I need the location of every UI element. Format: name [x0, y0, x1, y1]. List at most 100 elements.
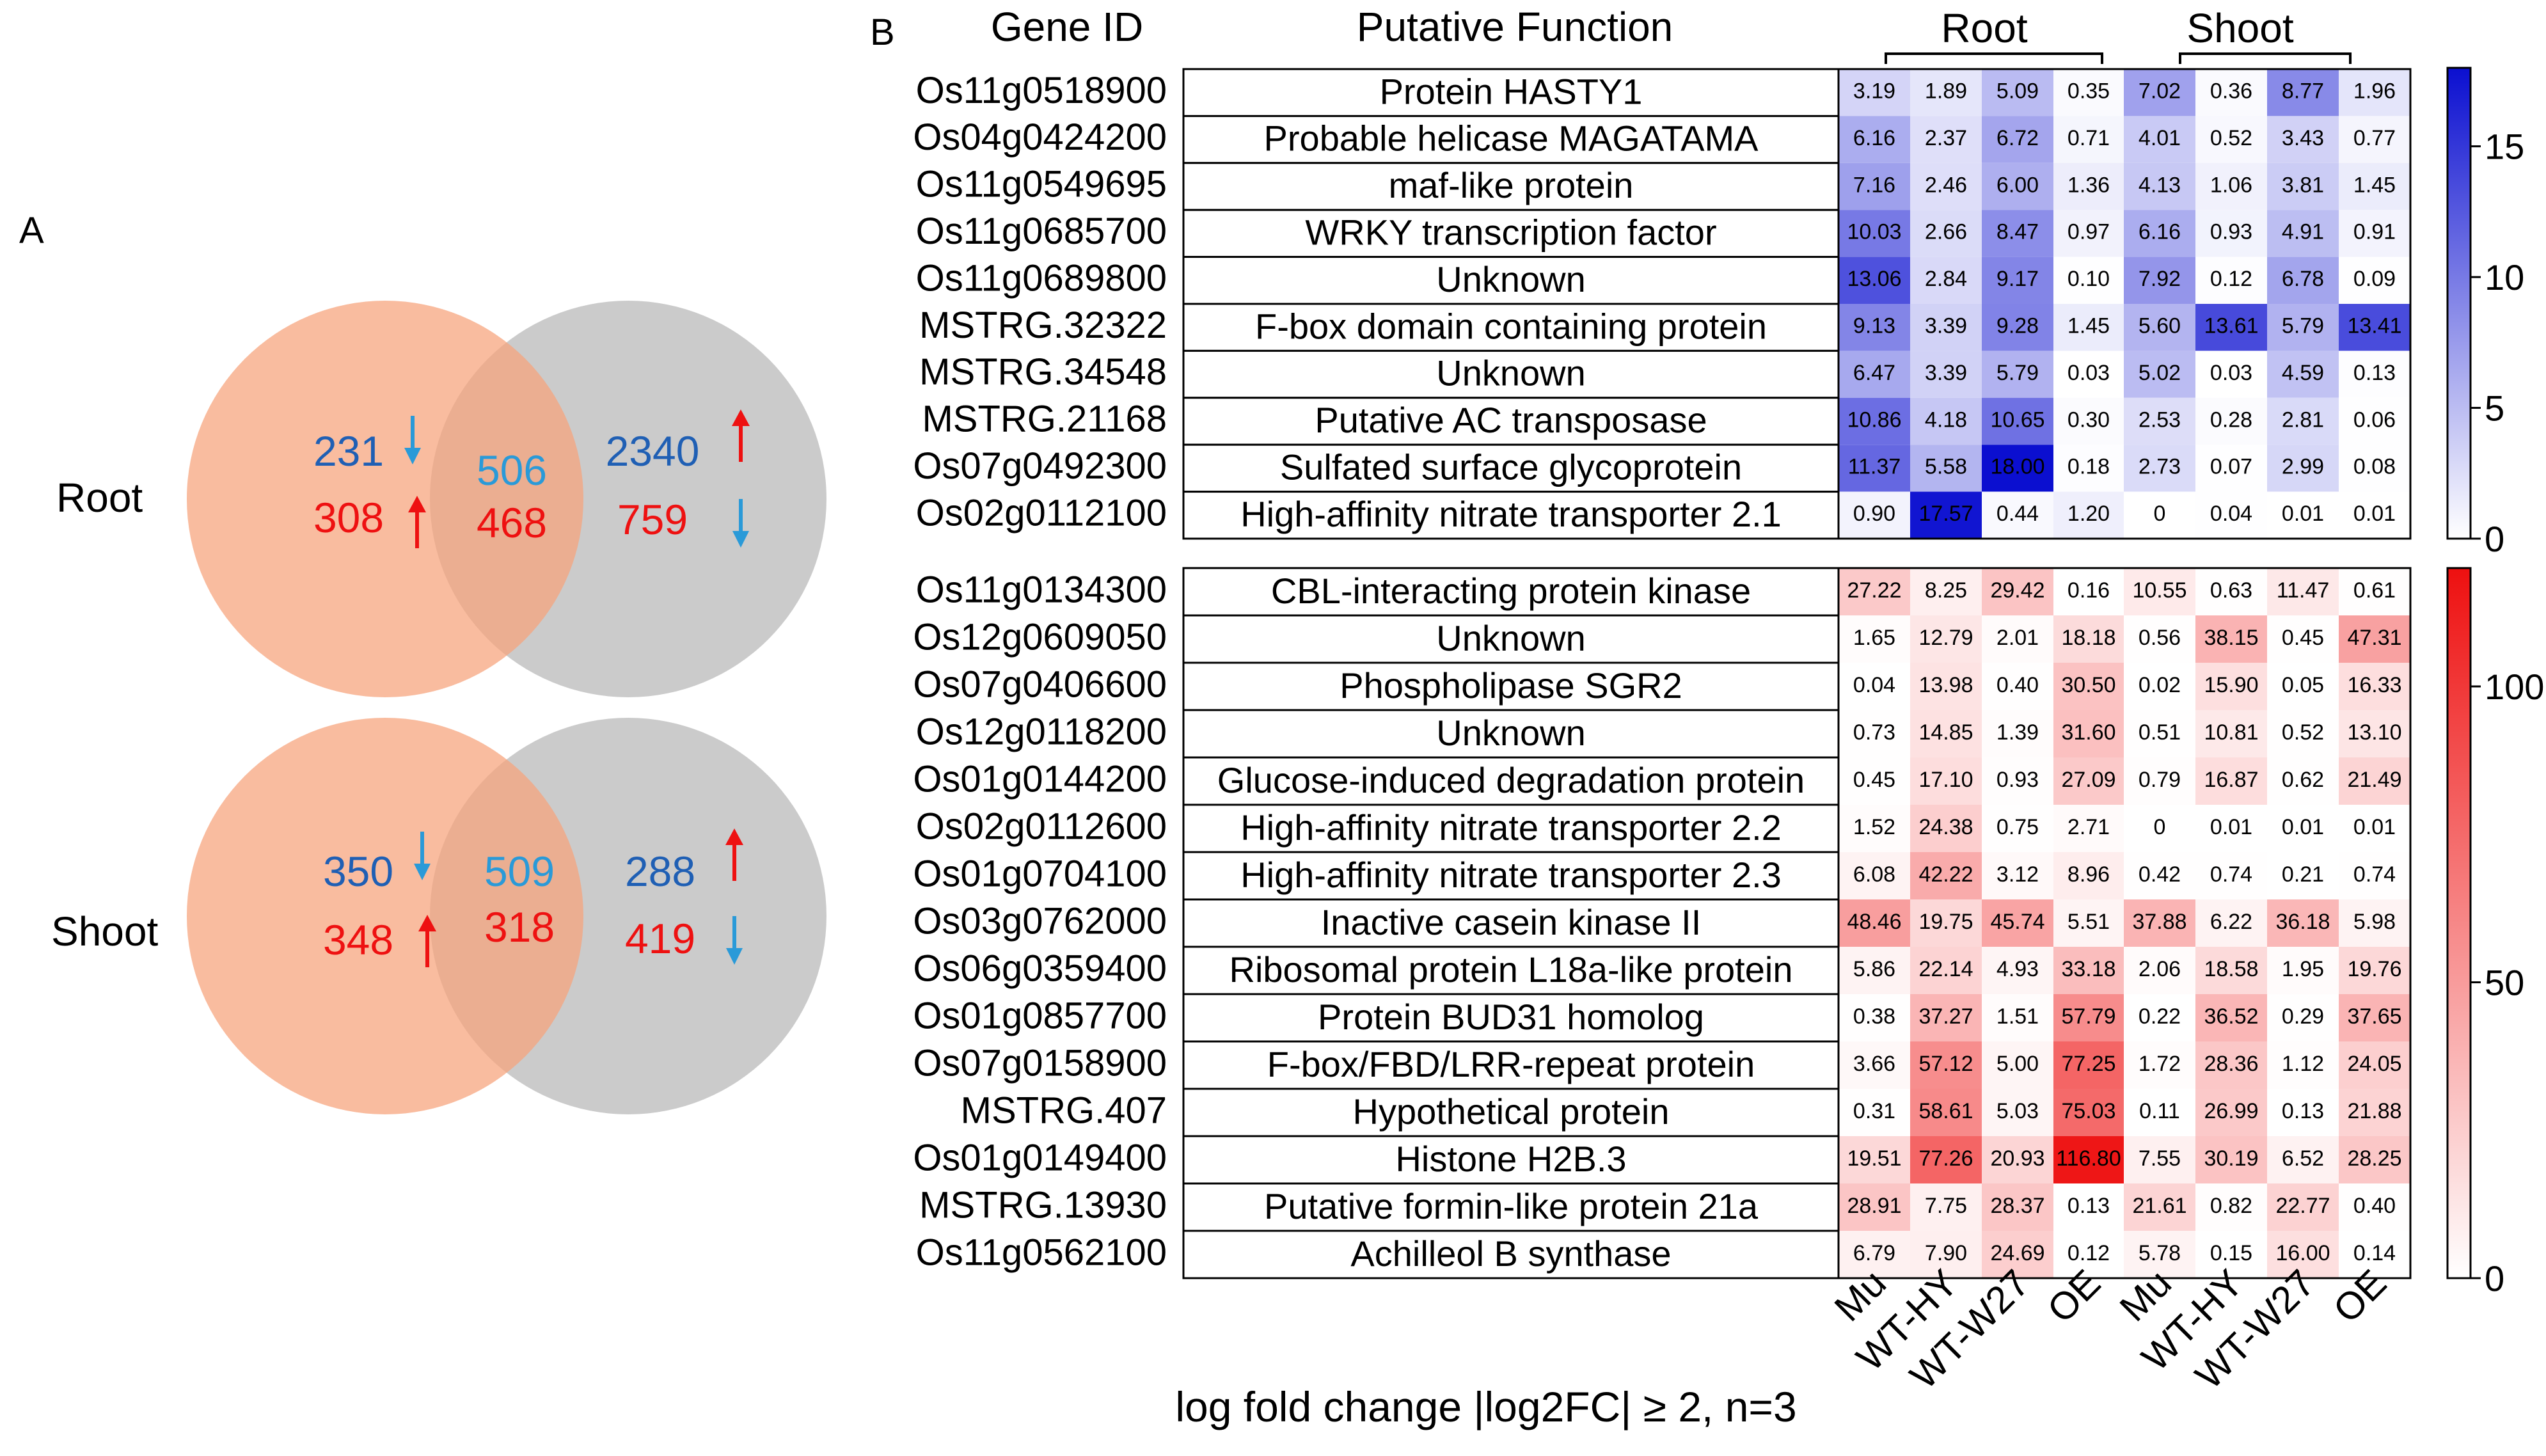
- cell-value: 1.45: [2068, 314, 2110, 338]
- heatmap-cell: [2053, 663, 2124, 710]
- cell-value: 0.45: [2282, 626, 2324, 650]
- cell-value: 6.08: [1853, 862, 1895, 887]
- heatmap-cell: [2124, 852, 2195, 899]
- heatmap-row: Os07g0158900 F-box/FBD/LRR-repeat protein…: [913, 1040, 2410, 1090]
- heatmap-cell: [2124, 445, 2195, 492]
- venn-shoot-left-circle: [187, 718, 583, 1114]
- cell-value: 36.52: [2204, 1004, 2258, 1029]
- cell-value: 30.19: [2204, 1146, 2258, 1171]
- heatmap-row: MSTRG.21168 Putative AC transposase 10.86 4…: [922, 397, 2410, 446]
- heatmap-cell: [1910, 491, 1982, 539]
- cell-value: 2.84: [1925, 267, 1967, 291]
- cell-value: 0.93: [2210, 220, 2252, 244]
- cell-value: 4.18: [1925, 408, 1967, 432]
- cell-value: 0.82: [2210, 1194, 2252, 1218]
- heatmap-cell: [2267, 351, 2339, 398]
- cell-value: 7.90: [1925, 1241, 1967, 1265]
- heatmap-blue-block: Os11g0518900 Protein HASTY1 3.19 1.89 5.09 0.…: [913, 68, 2412, 540]
- heatmap-cell: [2053, 1231, 2124, 1278]
- gene-id: Os01g0149400: [913, 1137, 1167, 1178]
- heatmap-cell: [2124, 69, 2195, 116]
- function-label: F-box domain containing protein: [1255, 306, 1767, 346]
- heatmap-cell: [1838, 1041, 1910, 1089]
- colorbar-blue-gradient: [2446, 67, 2472, 540]
- venn-root-overlap-down: 506: [477, 447, 547, 494]
- heatmap-cell: [1910, 757, 1982, 805]
- cell-value: 1.51: [1996, 1004, 2039, 1029]
- cell-value: 0.03: [2210, 361, 2252, 385]
- cell-value: 1.06: [2210, 173, 2252, 197]
- cell-value: 0.74: [2353, 862, 2396, 887]
- cell-value: 0.36: [2210, 79, 2252, 104]
- heatmap-cell: [2267, 852, 2339, 899]
- gene-id: Os12g0118200: [916, 711, 1167, 752]
- heatmap-cell: [1982, 162, 2053, 210]
- cell-value: 1.36: [2068, 173, 2110, 197]
- function-label: Inactive casein kinase II: [1321, 902, 1702, 942]
- cell-value: 0.62: [2282, 768, 2324, 792]
- heatmap-cell: [2195, 351, 2267, 398]
- cell-value: 28.91: [1847, 1194, 1901, 1218]
- cell-value: 0.16: [2068, 578, 2110, 603]
- heatmap-cell: [1982, 210, 2053, 257]
- cell-value: 9.28: [1996, 314, 2039, 338]
- heatmap-cell: [2195, 210, 2267, 257]
- heatmap-cell: [2267, 304, 2339, 351]
- heatmap-cell: [2053, 445, 2124, 492]
- cell-value: 58.61: [1918, 1099, 1973, 1123]
- cell-value: 0.75: [1996, 815, 2039, 839]
- heatmap-cell: [2267, 899, 2339, 947]
- heatmap-cell: [2053, 994, 2124, 1041]
- cell-value: 21.88: [2347, 1099, 2401, 1123]
- heatmap-cell: [1838, 351, 1910, 398]
- heatmap-row: Os06g0359400 Ribosomal protein L18a-like …: [913, 946, 2410, 995]
- cell-value: 21.61: [2132, 1194, 2186, 1218]
- cell-value: 0.61: [2353, 578, 2396, 603]
- venn-root-left-up: 308: [313, 494, 384, 541]
- cell-value: 2.53: [2139, 408, 2181, 432]
- heatmap-cell: [2195, 899, 2267, 947]
- cell-value: 13.06: [1847, 267, 1901, 291]
- heatmap-cell: [2195, 1136, 2267, 1183]
- cell-value: 48.46: [1847, 910, 1901, 934]
- heatmap-cell: [2267, 1136, 2339, 1183]
- function-cell: [1182, 491, 1840, 540]
- cell-value: 24.05: [2347, 1052, 2401, 1076]
- heatmap-cell: [2195, 1183, 2267, 1231]
- header-gene-id: Gene ID: [991, 4, 1143, 50]
- heatmap-cell: [2124, 568, 2195, 615]
- function-cell: [1182, 1230, 1840, 1279]
- cell-value: 3.12: [1996, 862, 2039, 887]
- heatmap-cell: [2339, 805, 2410, 852]
- cell-value: 116.80: [2056, 1146, 2121, 1171]
- heatmap-cell: [1910, 69, 1982, 116]
- heatmap-cell: [2124, 1041, 2195, 1089]
- cell-value: 6.52: [2282, 1146, 2324, 1171]
- cell-value: 0.71: [2068, 126, 2110, 150]
- cell-value: 0.04: [1853, 673, 1895, 697]
- heatmap-cell: [2124, 304, 2195, 351]
- heatmap-cell: [1910, 947, 1982, 994]
- heatmap-cell: [1838, 257, 1910, 304]
- heatmap-cell: [2053, 116, 2124, 163]
- heatmap-cell: [1982, 69, 2053, 116]
- heatmap-cell: [2339, 710, 2410, 757]
- gene-id: Os06g0359400: [913, 947, 1167, 989]
- heatmap-cell: [1910, 304, 1982, 351]
- gene-id: Os11g0549695: [916, 164, 1167, 205]
- cell-value: 4.59: [2282, 361, 2324, 385]
- cell-value: 13.61: [2204, 314, 2258, 338]
- heatmap-cell: [2124, 1183, 2195, 1231]
- cell-value: 7.02: [2139, 79, 2181, 104]
- cell-value: 28.37: [1990, 1194, 2044, 1218]
- cell-value: 19.76: [2347, 957, 2401, 981]
- cell-value: 0.15: [2210, 1241, 2252, 1265]
- cell-value: 0.31: [1853, 1099, 1895, 1123]
- heatmap-cell: [2339, 1183, 2410, 1231]
- heatmap-cell: [2339, 1041, 2410, 1089]
- cell-value: 0.77: [2353, 126, 2396, 150]
- cell-value: 0.35: [2068, 79, 2110, 104]
- function-label: F-box/FBD/LRR-repeat protein: [1267, 1044, 1755, 1084]
- heatmap-cell: [1982, 1041, 2053, 1089]
- heatmap-row: MSTRG.34548 Unknown 6.47 3.39 5.79 0.03 5.02 0.…: [919, 349, 2410, 399]
